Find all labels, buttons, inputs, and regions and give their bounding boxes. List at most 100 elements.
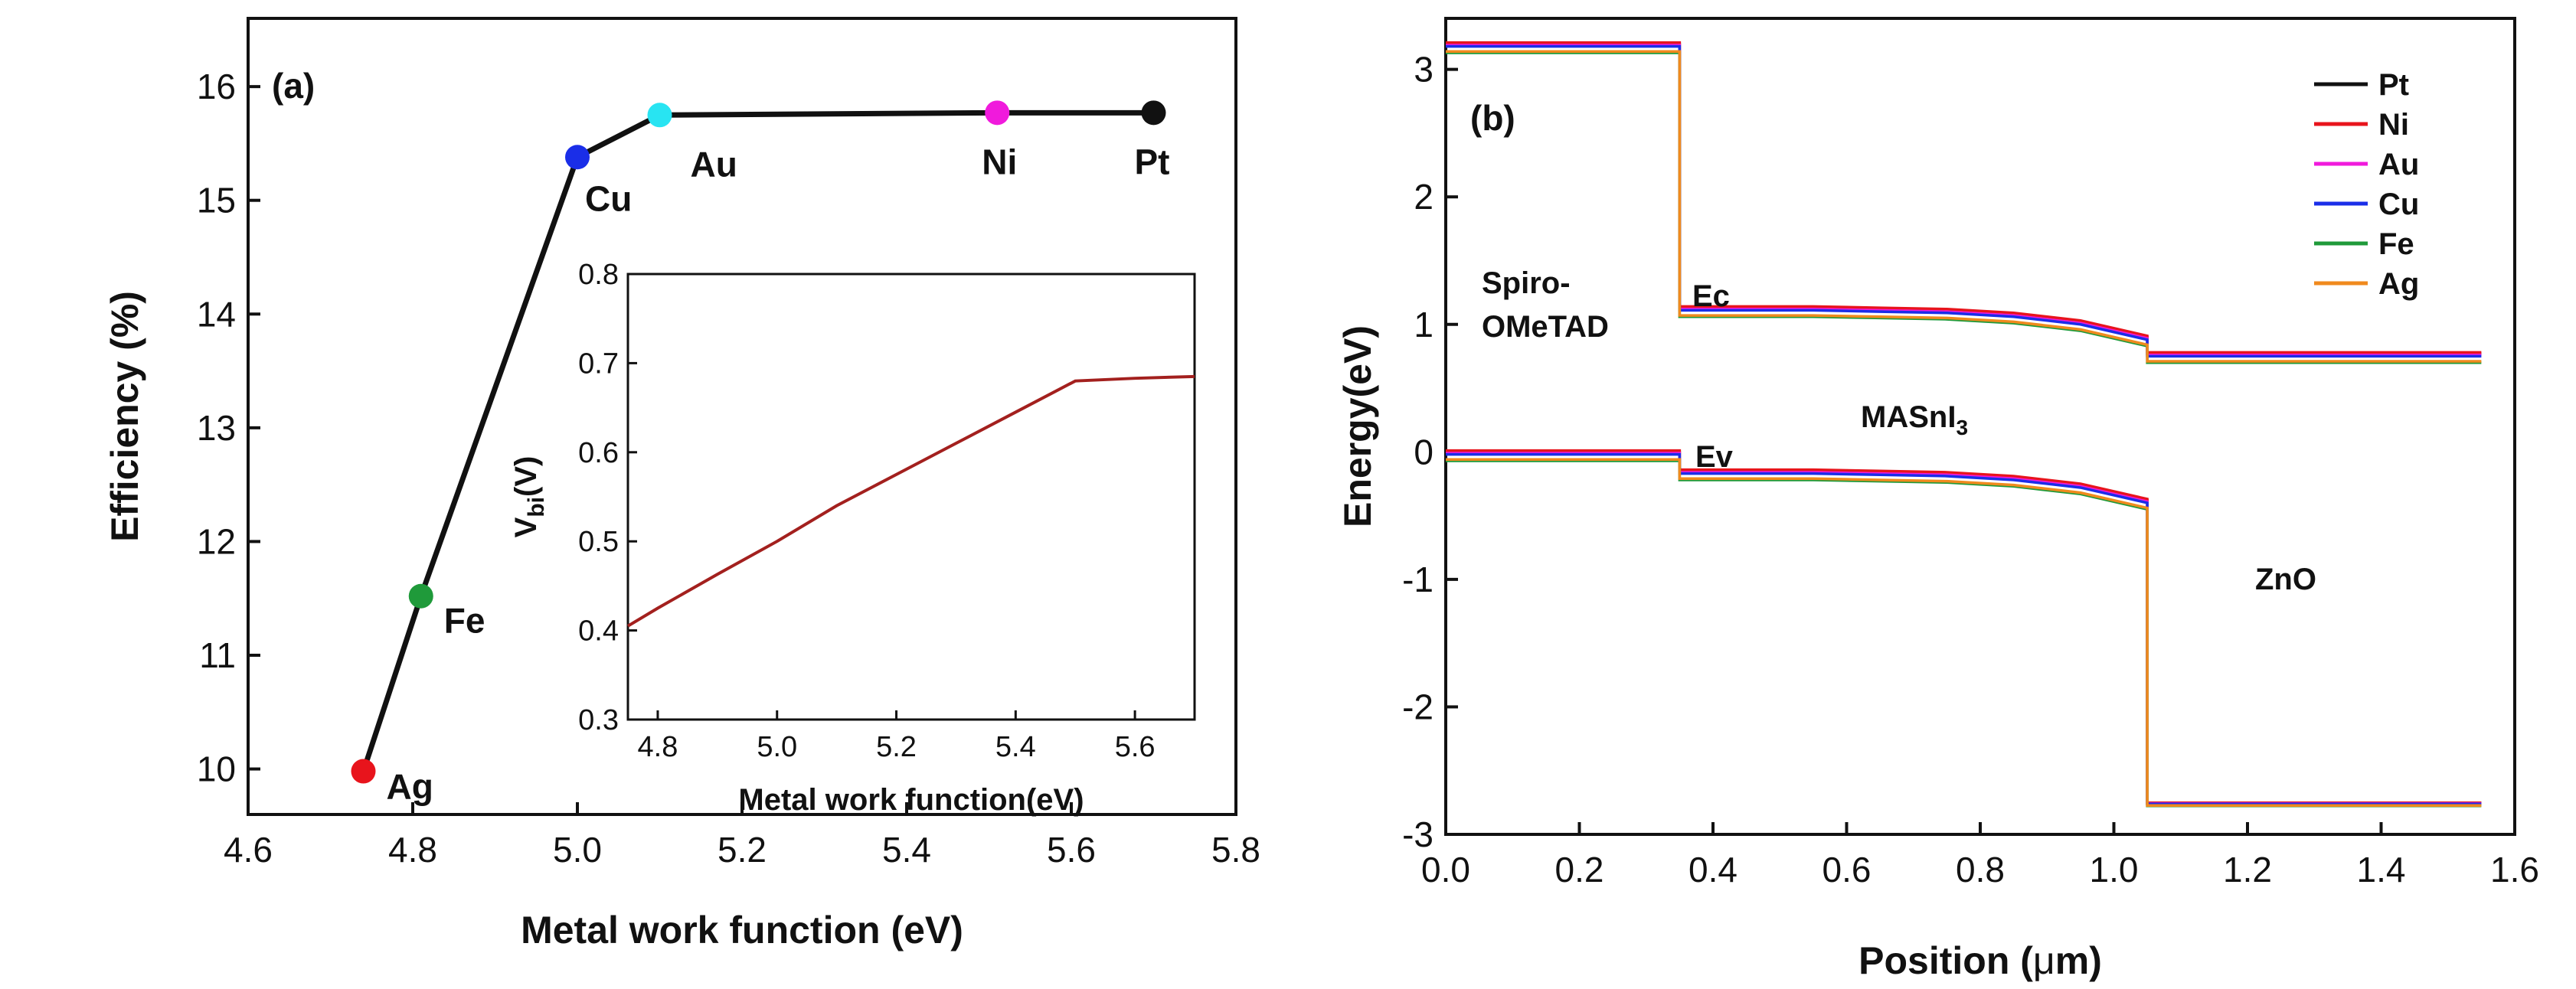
panel-b-x-tick-label: 1.0: [2090, 850, 2139, 889]
panel-b-y-tick-label: 2: [1414, 177, 1433, 217]
band-line-ag-ev: [1446, 458, 2482, 807]
panel-b-y-tick-label: 1: [1414, 305, 1433, 344]
point-au: [647, 103, 672, 128]
point-pt: [1141, 100, 1166, 126]
band-line-au-ec: [1446, 44, 2482, 357]
panel-a-y-tick-label: 13: [197, 408, 236, 448]
legend-label-cu: Cu: [2378, 188, 2419, 221]
panel-a-y-tick-label: 12: [197, 521, 236, 561]
ec-label: Ec: [1692, 279, 1730, 313]
inset-y-label-main: V: [509, 517, 543, 537]
panel-a-y-ticks: 10 11 12 13 14 15 16: [197, 67, 260, 789]
panel-b-x-tick-label: 0.6: [1822, 850, 1872, 889]
inset-y-label-unit: (V): [509, 456, 543, 497]
efficiency-series-line: [361, 109, 1154, 772]
legend-label-fe: Fe: [2378, 227, 2414, 261]
inset-y-tick-label: 0.8: [578, 259, 619, 291]
point-label-ag: Ag: [387, 767, 433, 807]
panel-b-x-tick-label: 1.2: [2223, 850, 2272, 889]
panel-b-y-ticks: -3 -2 -1 0 1 2 3: [1402, 50, 1458, 854]
spiro-label-line2: OMeTAD: [1482, 310, 1609, 344]
band-line-cu-ev: [1446, 452, 2482, 805]
inset-x-tick-label: 5.2: [876, 731, 917, 763]
legend-label-ni: Ni: [2378, 108, 2409, 142]
zno-label: ZnO: [2255, 563, 2316, 596]
ev-label: Ev: [1695, 440, 1734, 474]
panel-b-y-tick-label: 3: [1414, 50, 1433, 90]
panel-b-label: (b): [1470, 98, 1515, 138]
inset-y-label-sub: bi: [524, 497, 549, 517]
masni3-main: MASnI: [1861, 400, 1956, 434]
panel-b-x-tick-label: 1.6: [2490, 850, 2539, 889]
masni3-label: MASnI3: [1861, 400, 1968, 439]
panel-a-y-tick-label: 16: [197, 67, 236, 106]
panel-b-frame: [1444, 17, 2516, 836]
panel-b-y-tick-label: -2: [1402, 687, 1433, 726]
legend-label-pt: Pt: [2378, 68, 2409, 102]
spiro-label-line1: Spiro-: [1482, 266, 1571, 300]
inset-frame: [626, 273, 1196, 721]
inset-y-tick-label: 0.7: [578, 348, 619, 380]
panel-a-x-tick-label: 4.8: [388, 830, 437, 870]
inset-y-ticks: 0.3 0.4 0.5 0.6 0.7 0.8: [578, 259, 637, 736]
panel-b-x-tick-label: 0.2: [1555, 850, 1604, 889]
panel-b-energy-band-chart: (b) 0.0 0.2 0.4 0.6 0.8 1.0 1.2 1.4 1.6 -3 -2 -1 0 1…: [1336, 17, 2539, 982]
inset-x-tick-label: 5.4: [995, 731, 1036, 763]
point-ag: [351, 759, 376, 784]
inset-x-axis-label: Metal work function(eV): [738, 783, 1084, 817]
band-line-au-ev: [1446, 452, 2482, 805]
panel-a-x-axis-label: Metal work function (eV): [521, 909, 963, 951]
panel-b-y-tick-label: 0: [1414, 432, 1433, 472]
efficiency-data-points: Ag Fe Cu Au Ni Pt: [351, 100, 1170, 807]
inset-x-tick-label: 5.6: [1115, 731, 1156, 763]
panel-b-y-axis-label: Energy(eV): [1336, 325, 1379, 527]
panel-a-y-axis-label: Efficiency (%): [103, 291, 146, 542]
panel-b-x-label-pre: Position (: [1858, 939, 2033, 982]
panel-a-efficiency-chart: (a) 4.6 4.8 5.0 5.2 5.4 5.6 5.8 10 11 12 13 14 15 16…: [103, 17, 1260, 951]
inset-y-tick-label: 0.5: [578, 526, 619, 558]
inset-vbi-chart: 4.8 5.0 5.2 5.4 5.6 0.3 0.4 0.5 0.6 0.7 0.8 Metal…: [509, 259, 1196, 817]
panel-a-y-tick-label: 11: [199, 635, 236, 675]
panel-b-x-label-post: m): [2055, 939, 2102, 982]
point-fe: [408, 583, 433, 609]
panel-b-x-label-mu: μ: [2033, 939, 2055, 982]
band-line-ni-ec: [1446, 41, 2482, 354]
inset-x-ticks: 4.8 5.0 5.2 5.4 5.6: [638, 710, 1156, 763]
inset-y-tick-label: 0.6: [578, 437, 619, 469]
band-line-ni-ev: [1446, 449, 2482, 805]
vbi-series-line: [626, 374, 1195, 628]
band-series-lines: [1446, 41, 2482, 808]
panel-b-y-tick-label: -3: [1402, 814, 1433, 854]
panel-b-x-tick-label: 1.4: [2357, 850, 2406, 889]
inset-x-tick-label: 5.0: [757, 731, 797, 763]
panel-b-x-ticks: 0.0 0.2 0.4 0.6 0.8 1.0 1.2 1.4 1.6: [1421, 822, 2539, 889]
point-label-ni: Ni: [982, 142, 1017, 181]
panel-b-x-tick-label: 0.4: [1688, 850, 1737, 889]
point-cu: [565, 145, 590, 170]
panel-a-y-tick-label: 15: [197, 181, 236, 220]
panel-a-x-ticks: 4.6 4.8 5.0 5.2 5.4 5.6 5.8: [224, 802, 1260, 870]
point-label-au: Au: [691, 144, 737, 184]
panel-a-label: (a): [272, 66, 315, 106]
panel-a-y-tick-label: 10: [197, 749, 236, 789]
band-line-ag-ec: [1446, 50, 2482, 363]
masni3-sub: 3: [1956, 416, 1968, 439]
panel-b-x-tick-label: 0.0: [1421, 850, 1470, 889]
legend-label-au: Au: [2378, 148, 2419, 181]
panel-a-x-tick-label: 4.6: [224, 830, 273, 870]
panel-b-legend: Pt Ni Au Cu Fe Ag: [2314, 68, 2419, 301]
legend-label-ag: Ag: [2378, 267, 2419, 301]
panel-b-y-tick-label: -1: [1402, 560, 1433, 599]
point-label-cu: Cu: [585, 178, 632, 218]
band-line-pt-ev: [1446, 450, 2482, 805]
panel-a-y-tick-label: 14: [197, 294, 236, 334]
panel-b-x-tick-label: 0.8: [1956, 850, 2005, 889]
panel-a-x-tick-label: 5.8: [1211, 830, 1260, 870]
point-label-pt: Pt: [1135, 142, 1170, 181]
point-label-fe: Fe: [444, 601, 485, 641]
inset-y-tick-label: 0.4: [578, 615, 619, 648]
panel-b-x-axis-label: Position (μm): [1858, 939, 2102, 982]
panel-a-x-tick-label: 5.0: [553, 830, 602, 870]
inset-x-tick-label: 4.8: [638, 731, 678, 763]
